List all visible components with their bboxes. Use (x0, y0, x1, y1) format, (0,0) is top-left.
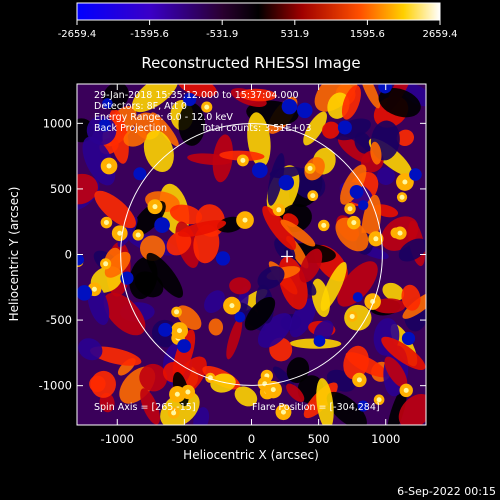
y-tick-label: 1000 (43, 116, 72, 130)
colorbar-tick-label: -2659.4 (58, 29, 97, 40)
chart-title: Reconstructed RHESSI Image (141, 54, 360, 72)
colorbar-ticks: -2659.4 -1595.6 -531.9 531.9 1595.6 2659.4 (58, 20, 458, 40)
x-tick-label: 1000 (371, 432, 400, 446)
colorbar-tick-label: 2659.4 (423, 29, 458, 40)
time-range-annotation: 29-Jan-2018 15:35:12.000 to 15:37:04.000 (94, 90, 299, 101)
y-axis-label: Heliocentric Y (arcsec) (7, 187, 21, 322)
counts-annotation: Total counts: 3.51E+03 (200, 123, 311, 134)
method-annotation: Back Projection (94, 123, 167, 134)
detectors-annotation: Detectors: 8F, Att 0 (94, 101, 187, 112)
energy-annotation: Energy Range: 6.0 - 12.0 keV (94, 112, 233, 123)
spin-axis-marker (281, 250, 294, 263)
colorbar-tick-label: -531.9 (206, 29, 238, 40)
colorbar-tick-label: -1595.6 (130, 29, 169, 40)
colorbar-tick-label: 1595.6 (350, 29, 385, 40)
y-tick-label: 500 (50, 182, 72, 196)
x-tick-label: -500 (171, 432, 197, 446)
colorbar-gradient (76, 2, 441, 21)
flare-position-annotation: Flare Position = [-304,284] (252, 402, 380, 413)
y-tick-label: 0 (65, 248, 72, 262)
y-axis: -1000 -500 0 500 1000 (39, 116, 426, 393)
plot-area (76, 83, 427, 426)
x-axis: -1000 -500 0 500 1000 (101, 84, 400, 446)
x-tick-label: -1000 (101, 432, 134, 446)
solar-limb-circle (120, 123, 383, 386)
spin-axis-annotation: Spin Axis = [265,-15] (94, 402, 196, 413)
x-tick-label: 500 (308, 432, 330, 446)
colorbar-tick-label: 531.9 (280, 29, 309, 40)
colorbar: -2659.4 -1595.6 -531.9 531.9 1595.6 2659.4 (58, 2, 458, 40)
y-tick-label: -1000 (39, 379, 72, 393)
heatmap-field (77, 84, 426, 425)
x-axis-label: Heliocentric X (arcsec) (183, 448, 319, 462)
annotations: 29-Jan-2018 15:35:12.000 to 15:37:04.000… (94, 90, 380, 413)
footer-date: 6-Sep-2022 00:15 (397, 485, 496, 498)
x-tick-label: 0 (248, 432, 255, 446)
y-tick-label: -500 (46, 313, 72, 327)
